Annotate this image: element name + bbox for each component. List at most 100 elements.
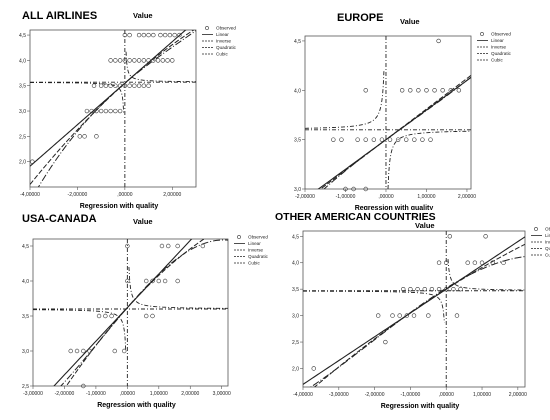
observed-point: [401, 286, 406, 292]
observed-point: [412, 137, 417, 142]
observed-point: [160, 58, 166, 63]
plot-frame: [302, 230, 526, 388]
panel-title: USA-CANADA: [22, 213, 97, 225]
y-tick-label: 4,5: [292, 234, 299, 240]
observed-point: [159, 243, 165, 249]
legend-label-cubic: Cubic: [491, 58, 503, 63]
observed-point: [339, 137, 344, 142]
observed-point: [141, 58, 147, 63]
y-tick-label: 3,0: [294, 187, 301, 193]
x-tick-label: 1,00000: [473, 392, 491, 398]
legend-label-cubic: Cubic: [216, 52, 228, 57]
observed-point: [94, 108, 99, 114]
x-tick-label: -2,00000: [55, 391, 75, 397]
observed-point: [166, 243, 171, 249]
inverse-curve-right: [447, 258, 525, 291]
observed-point: [165, 58, 170, 63]
legend-label-linear: Linear: [216, 32, 229, 37]
legend-marker-observed: [534, 227, 538, 231]
observed-point: [395, 137, 401, 142]
observed-point: [113, 58, 118, 63]
observed-point: [371, 137, 377, 142]
observed-point: [132, 83, 137, 88]
panel-all-airlines: ALL AIRLINES Value Regression with quality…: [19, 10, 237, 210]
observed-point: [103, 313, 108, 319]
x-tick-label: ,00000: [117, 192, 133, 198]
observed-point: [144, 278, 149, 284]
observed-point: [426, 313, 431, 318]
observed-point: [112, 348, 117, 354]
x-tick-label: 2,00000: [163, 192, 181, 198]
y-tick-label: 4,5: [22, 244, 29, 250]
x-tick-label: -1,00000: [336, 194, 356, 200]
legend-label-quadratic: Quadratic: [248, 254, 269, 259]
observed-point: [440, 88, 445, 93]
observed-point: [127, 58, 132, 63]
observed-point: [383, 339, 388, 345]
cubic-fit-line: [323, 76, 471, 189]
inverse-curve-right: [125, 51, 196, 83]
y-tick-label: 4,0: [22, 279, 29, 285]
x-tick-label: -3,00000: [329, 392, 349, 398]
y-axis-label: Value: [400, 17, 420, 26]
x-tick-label: -4,00000: [293, 392, 313, 398]
observed-point: [127, 32, 132, 38]
legend-label-observed: Observed: [491, 32, 511, 37]
y-tick-label: 2,0: [19, 160, 26, 166]
observed-point: [170, 58, 175, 63]
observed-point: [91, 83, 97, 88]
observed-point: [436, 260, 442, 265]
legend-label-inverse: Inverse: [248, 248, 264, 253]
observed-point: [141, 32, 147, 38]
y-tick-label: 4,5: [19, 33, 26, 39]
x-tick-label: ,00000: [120, 391, 136, 397]
observed-point: [113, 108, 118, 114]
x-tick-label: -1,00000: [86, 391, 106, 397]
y-tick-label: 4,0: [294, 88, 301, 94]
legend-label-quadratic: Quadratic: [545, 246, 550, 251]
observed-point: [103, 108, 109, 114]
cubic-fit-line: [309, 256, 525, 387]
observed-point: [125, 278, 130, 284]
observed-point: [151, 32, 156, 38]
observed-point: [89, 108, 94, 114]
observed-point: [424, 88, 429, 93]
observed-point: [444, 286, 449, 292]
plot-frame: [304, 35, 472, 190]
legend-label-quadratic: Quadratic: [491, 51, 512, 56]
observed-point: [144, 313, 149, 319]
observed-point: [125, 243, 130, 249]
fit-lines: [303, 231, 525, 387]
observed-point: [136, 58, 142, 63]
y-tick-label: 3,0: [292, 314, 299, 320]
observed-point: [172, 32, 177, 38]
observed-point: [408, 286, 413, 292]
observed-point: [175, 243, 180, 249]
panel-usa-canada: USA-CANADA Value Regression with quality 2,…: [22, 213, 269, 409]
inverse-curve-left: [303, 290, 445, 323]
observed-point: [501, 260, 506, 265]
legend-label-observed: Observed: [216, 26, 236, 31]
x-tick-label: 2,00000: [181, 391, 199, 397]
y-tick-label: 3,5: [294, 138, 301, 144]
observed-point: [447, 234, 453, 239]
x-tick-label: 3,00000: [213, 391, 231, 397]
legend-label-observed: Observed: [545, 227, 550, 232]
x-tick-label: -4,00000: [20, 192, 40, 198]
observed-point: [177, 32, 182, 38]
legend-label-inverse: Inverse: [491, 45, 507, 50]
observed-point: [158, 32, 163, 38]
observed-point: [146, 58, 151, 63]
observed-point: [141, 83, 147, 88]
observed-point: [175, 278, 180, 284]
observed-point: [155, 58, 161, 63]
x-tick-label: -2,00000: [365, 392, 385, 398]
observed-point: [458, 286, 463, 292]
observed-point: [451, 286, 456, 292]
observed-point: [122, 32, 128, 38]
linear-fit-line: [317, 77, 471, 189]
x-tick-label: -2,00000: [295, 194, 315, 200]
observed-point: [454, 313, 460, 318]
